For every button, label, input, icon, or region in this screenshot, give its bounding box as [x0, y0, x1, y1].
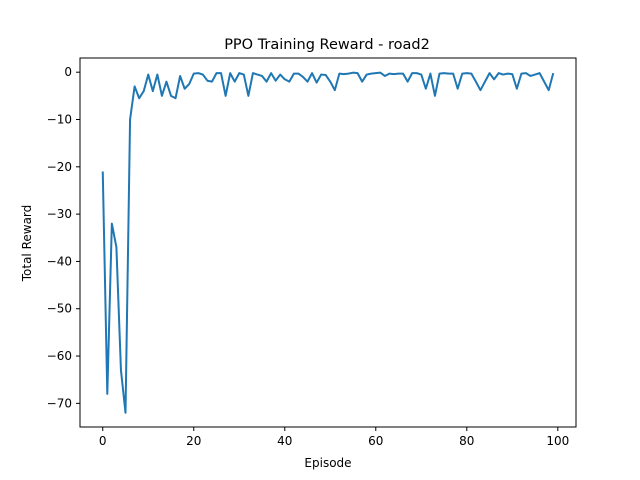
series-line-0 — [101, 71, 555, 414]
y-tick-label: −40 — [47, 254, 72, 268]
y-tick-label: −50 — [47, 302, 72, 316]
x-tick-label: 60 — [368, 434, 383, 448]
plot-frame — [79, 57, 577, 428]
x-tick-label: 100 — [546, 434, 569, 448]
x-axis-label: Episode — [304, 456, 351, 470]
y-tick-label: −30 — [47, 207, 72, 221]
chart-title: PPO Training Reward - road2 — [224, 37, 430, 53]
y-axis-label: Total Reward — [20, 205, 34, 283]
y-tick-label: 0 — [64, 65, 72, 79]
y-tick-label: −10 — [47, 113, 72, 127]
y-tick-label: −20 — [47, 160, 72, 174]
x-tick-label: 80 — [459, 434, 474, 448]
x-tick-label: 20 — [186, 434, 201, 448]
y-axis-ticks: 0 −10 −20 −30 −40 −50 −60 −70 — [47, 65, 80, 410]
x-tick-label: 0 — [99, 434, 107, 448]
x-axis-ticks: 0 20 40 60 80 100 — [99, 427, 569, 448]
y-tick-label: −70 — [47, 396, 72, 410]
x-tick-label: 40 — [277, 434, 292, 448]
y-tick-label: −60 — [47, 349, 72, 363]
series-layer — [101, 71, 555, 414]
